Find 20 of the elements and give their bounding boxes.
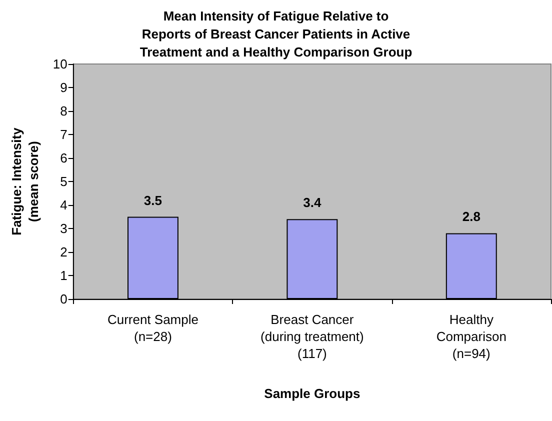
y-tick-label: 4 (60, 198, 68, 212)
x-tick-label: Breast Cancer (during treatment) (117) (260, 312, 364, 361)
y-tick-label: 0 (60, 292, 68, 306)
y-tick-label: 2 (60, 244, 68, 260)
y-tick-label: 6 (60, 150, 68, 166)
x-axis-title: Sample Groups (264, 386, 360, 401)
y-tick-label: 1 (60, 268, 68, 283)
y-axis-title: Fatigue: Intensity (mean score) (9, 126, 41, 236)
y-tick-label: 8 (60, 104, 68, 118)
chart-title: Mean Intensity of Fatigue Relative to Reports of Breast Cancer Patients in Active Treatment and a Healthy Comparison Group (140, 8, 412, 60)
data-label: 3.4 (303, 195, 322, 210)
y-tick-label: 9 (60, 80, 68, 95)
data-label: 3.5 (144, 192, 162, 208)
x-tick-label: Current Sample (n=28) (107, 312, 198, 344)
y-tick-label: 3 (60, 221, 68, 236)
y-tick-label: 10 (52, 56, 68, 72)
data-label: 2.8 (462, 209, 480, 224)
x-tick-label: Healthy Comparison (n=94) (436, 312, 506, 361)
y-tick-label: 5 (60, 174, 68, 189)
y-tick-label: 7 (60, 127, 68, 142)
